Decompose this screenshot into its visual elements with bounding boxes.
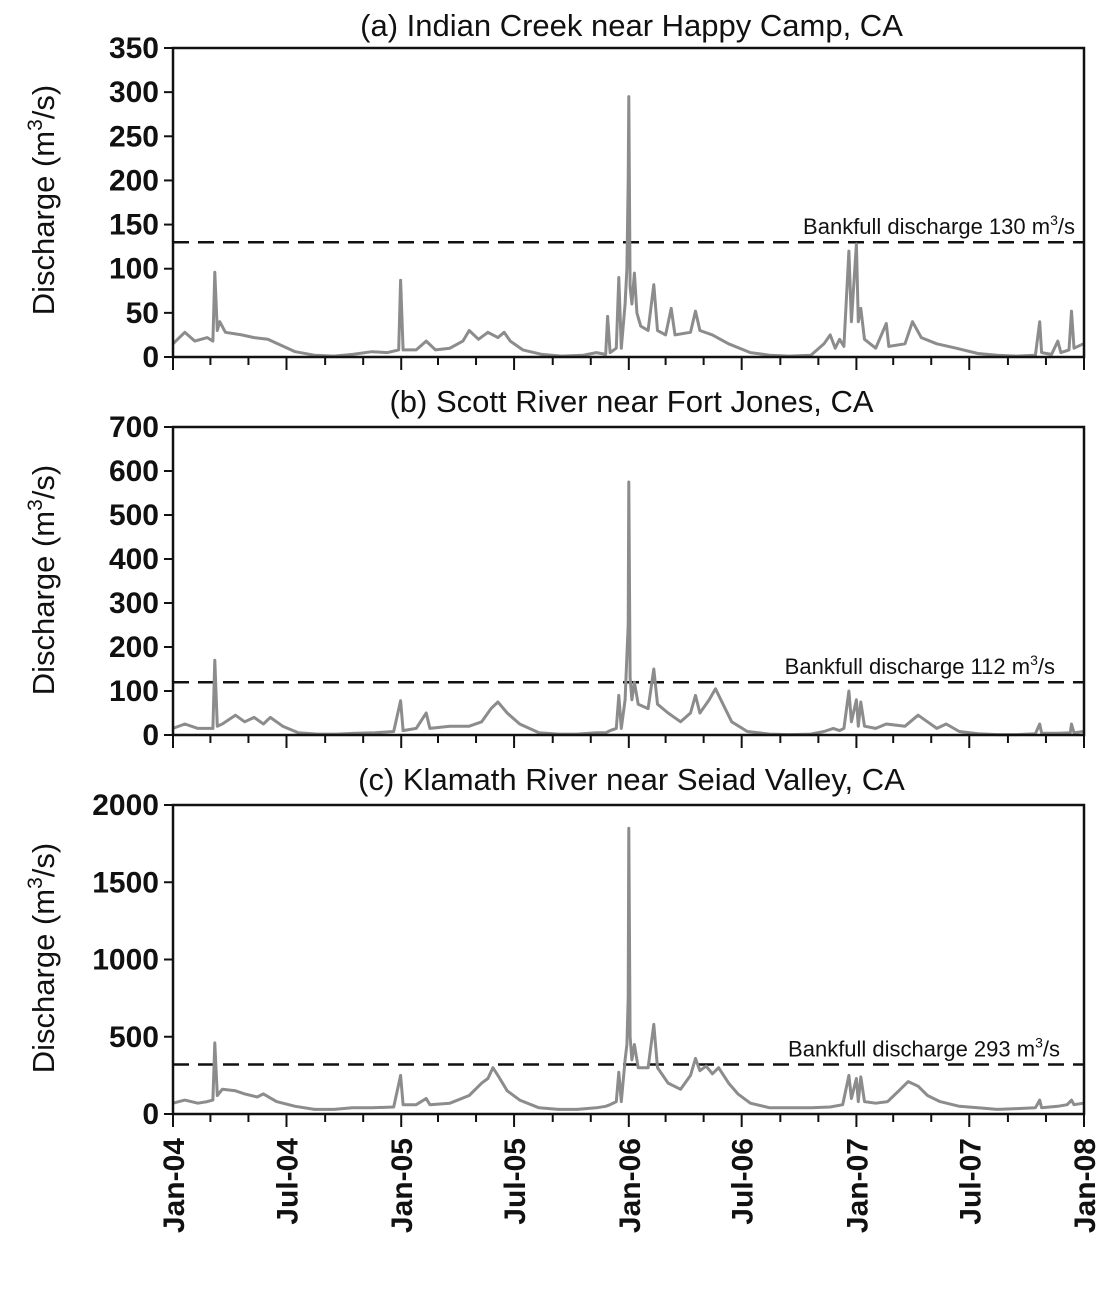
- x-tick-label: Jul-04: [271, 1138, 304, 1225]
- y-tick-label: 300: [109, 76, 159, 109]
- y-axis-label: Discharge (m3/s): [24, 843, 61, 1073]
- y-tick-label: 350: [109, 32, 159, 65]
- bankfull-label: Bankfull discharge 130 m3/s: [803, 212, 1075, 239]
- panel-3: (c) Klamath River near Seiad Valley, CA D…: [24, 762, 1086, 1131]
- panel-title: (c) Klamath River near Seiad Valley, CA: [358, 762, 905, 797]
- x-tick-label: Jan-04: [158, 1138, 191, 1233]
- panel-2: (b) Scott River near Fort Jones, CA Disch…: [24, 384, 1086, 752]
- x-tick-label: Jan-07: [841, 1138, 874, 1233]
- y-tick-label: 0: [142, 1098, 159, 1131]
- y-tick-label: 100: [109, 675, 159, 708]
- x-tick-label: Jan-05: [386, 1138, 419, 1233]
- discharge-series-line: [172, 826, 1084, 1111]
- plot-frame: [171, 425, 1086, 737]
- y-tick-label: 150: [109, 209, 159, 242]
- y-tick-label: 500: [109, 1021, 159, 1054]
- x-tick-label: Jul-07: [954, 1138, 987, 1225]
- plot-frame: [171, 803, 1086, 1116]
- y-tick-label: 100: [109, 253, 159, 286]
- x-axis-labels: Jan-04 Jul-04 Jan-05 Jul-05 Jan-06 Jul-06 Jan-…: [158, 1138, 1102, 1233]
- plot-frame: [171, 46, 1086, 359]
- y-tick-label: 0: [142, 719, 159, 752]
- panel-title: (a) Indian Creek near Happy Camp, CA: [360, 8, 903, 43]
- bankfull-label: Bankfull discharge 112 m3/s: [785, 652, 1055, 679]
- y-tick-label: 0: [142, 341, 159, 374]
- y-tick-label: 2000: [92, 789, 159, 822]
- x-tick-label: Jan-06: [614, 1138, 647, 1233]
- bankfull-label: Bankfull discharge 293 m3/s: [788, 1035, 1060, 1062]
- x-tick-label: Jul-05: [499, 1138, 532, 1225]
- y-tick-label: 1000: [92, 944, 159, 977]
- y-tick-label: 400: [109, 543, 159, 576]
- y-tick-label: 300: [109, 587, 159, 620]
- y-tick-label: 1500: [92, 866, 159, 899]
- y-tick-label: 50: [126, 297, 159, 330]
- x-tick-label: Jan-08: [1069, 1138, 1102, 1233]
- discharge-series-line: [172, 480, 1084, 737]
- x-tick-label: Jul-06: [727, 1138, 760, 1225]
- y-tick-label: 500: [109, 499, 159, 532]
- panel-1: (a) Indian Creek near Happy Camp, CA Disc…: [24, 8, 1086, 374]
- y-tick-label: 200: [109, 631, 159, 664]
- y-tick-label: 250: [109, 120, 159, 153]
- discharge-series-line: [171, 95, 1085, 358]
- y-axis-label: Discharge (m3/s): [24, 85, 61, 315]
- y-tick-label: 200: [109, 164, 159, 197]
- panel-title: (b) Scott River near Fort Jones, CA: [389, 384, 873, 419]
- y-tick-label: 700: [109, 411, 159, 444]
- y-tick-label: 600: [109, 455, 159, 488]
- y-axis-label: Discharge (m3/s): [24, 465, 61, 695]
